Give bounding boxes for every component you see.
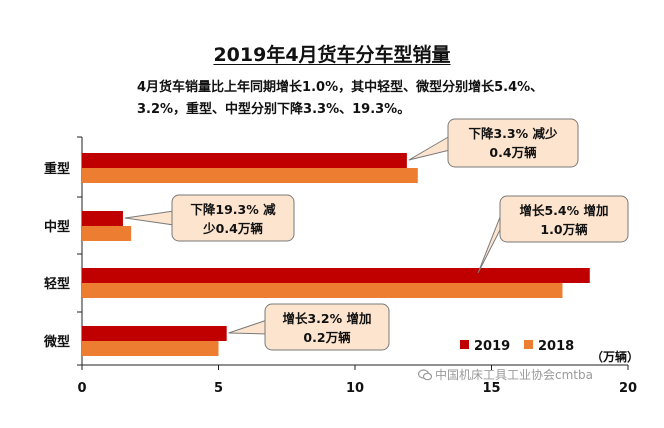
watermark: 中国机床工具工业协会cmtba [418, 366, 593, 383]
bar-2019 [82, 153, 407, 168]
callout-text-line2: 0.2万辆 [303, 330, 351, 345]
x-tick-label: 10 [346, 381, 364, 396]
bar-2019 [82, 326, 227, 341]
x-tick-label: 5 [214, 381, 223, 396]
x-tick-label: 0 [77, 381, 86, 396]
bar-2018 [82, 341, 219, 356]
legend-label-2019: 2019 [474, 339, 510, 354]
watermark-text: 中国机床工具工业协会cmtba [435, 368, 593, 382]
callout-text-line1: 增长3.2% 增加 [282, 311, 371, 326]
callout-text-line2: 少0.4万辆 [202, 221, 263, 236]
bar-2018 [82, 226, 132, 241]
callout-pointer [228, 319, 268, 335]
category-label: 重型 [44, 161, 70, 177]
bar-2018 [82, 283, 563, 298]
subtitle-line-1: 4月货车销量比上年同期增长1.0%，其中轻型、微型分别增长5.4%、 [137, 80, 544, 95]
callout-box-fill [173, 196, 293, 240]
chart-subtitle: 4月货车销量比上年同期增长1.0%，其中轻型、微型分别增长5.4%、 3.2%，… [137, 77, 637, 121]
callout-text-line1: 增长5.4% 增加 [519, 203, 608, 218]
callout-box-fill [449, 120, 577, 166]
subtitle-line-2: 3.2%，重型、中型分别下降3.3%、19.3%。 [137, 102, 411, 117]
bar-2019 [82, 268, 590, 283]
callout-text-line1: 下降3.3% 减少 [468, 126, 558, 141]
x-unit-label: （万辆） [591, 349, 639, 364]
legend-swatch-2018 [524, 340, 533, 349]
callout-box-fill [266, 305, 388, 349]
category-label: 中型 [44, 219, 70, 235]
callout-text-line2: 1.0万辆 [540, 222, 588, 237]
category-label: 轻型 [44, 276, 70, 292]
legend-swatch-2019 [460, 340, 469, 349]
callout-pointer [124, 210, 175, 226]
callout-pointer [477, 211, 503, 274]
callout-text-line2: 0.4万辆 [489, 145, 537, 160]
callout-text-line1: 下降19.3% 减 [190, 202, 276, 217]
x-tick-label: 15 [482, 381, 500, 396]
bar-2018 [82, 168, 418, 183]
bar-2019 [82, 211, 123, 226]
chart-title: 2019年4月货车分车型销量 [213, 44, 451, 66]
x-tick-label: 20 [619, 381, 637, 396]
callout-box-fill [501, 197, 627, 241]
callout-pointer [408, 135, 451, 161]
category-label: 微型 [43, 334, 70, 350]
wechat-icon [418, 368, 432, 380]
legend-label-2018: 2018 [538, 339, 574, 354]
